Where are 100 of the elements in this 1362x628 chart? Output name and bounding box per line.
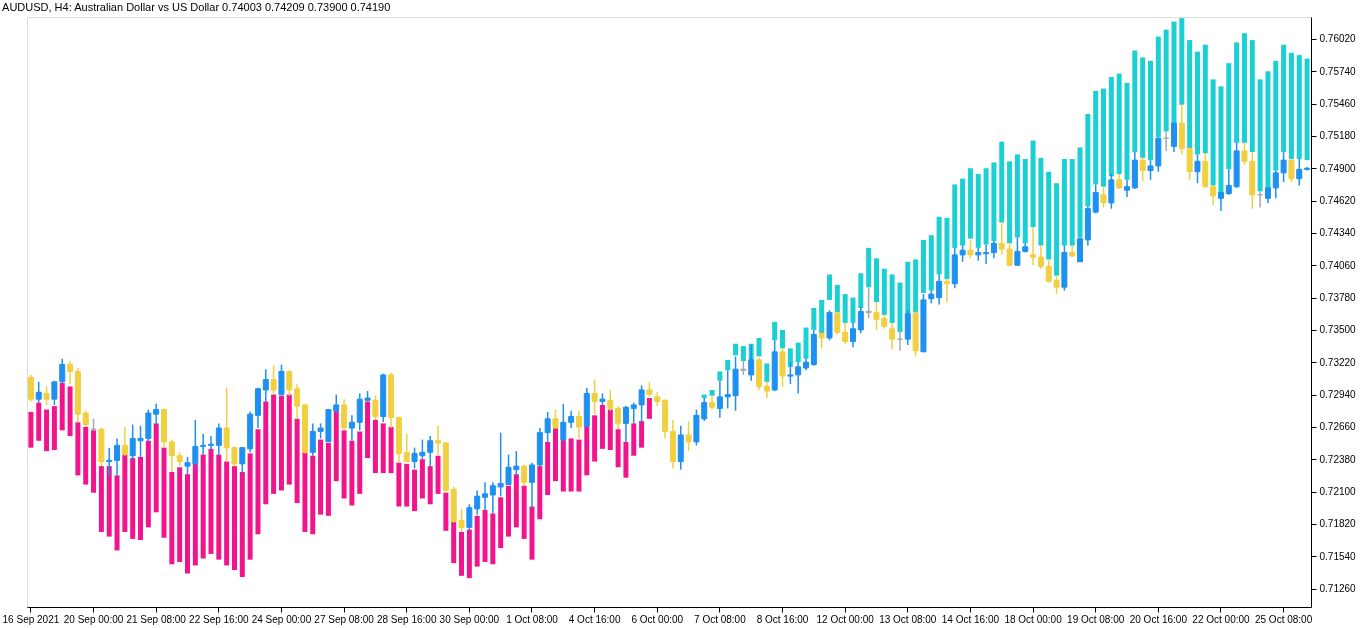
y-tick-label: 0.72940: [1319, 389, 1357, 401]
bar: [153, 423, 159, 513]
bar: [545, 441, 551, 495]
bar: [1132, 50, 1138, 153]
y-tick-label: 0.74900: [1319, 162, 1357, 174]
bar: [44, 409, 50, 452]
candlestick: [43, 385, 50, 406]
bar: [482, 510, 488, 562]
bar: [318, 439, 324, 515]
bar: [114, 475, 120, 551]
bar: [380, 423, 386, 474]
bar: [1116, 73, 1122, 175]
bar: [325, 443, 331, 516]
candlestick: [1194, 153, 1201, 185]
bar: [983, 168, 989, 245]
bar: [1007, 161, 1013, 244]
y-tick-label: 0.71540: [1319, 550, 1357, 562]
bar: [1226, 63, 1232, 170]
x-tick-label: 18 Oct 00:00: [1004, 613, 1063, 625]
bar: [592, 415, 598, 462]
bar: [396, 462, 402, 507]
bar: [231, 466, 237, 571]
y-tick-label: 0.72660: [1319, 421, 1357, 433]
bar: [349, 440, 355, 506]
bar: [881, 268, 887, 315]
bar: [529, 506, 535, 560]
y-tick-label: 0.74620: [1319, 195, 1357, 207]
candlestick: [27, 374, 34, 403]
x-tick-label: 22 Sep 16:00: [189, 613, 249, 625]
x-tick-label: 16 Sep 2021: [2, 613, 60, 625]
bar: [474, 515, 480, 567]
candlestick: [1170, 122, 1177, 153]
bar: [920, 239, 926, 293]
bar: [490, 513, 496, 565]
bar: [427, 466, 433, 505]
y-tick-label: 0.74060: [1319, 259, 1357, 271]
bar: [224, 461, 230, 566]
bar: [28, 411, 34, 448]
x-tick-label: 8 Oct 16:00: [756, 613, 809, 625]
bar: [83, 426, 89, 485]
bar: [98, 466, 104, 532]
bar: [459, 531, 465, 576]
y-tick-label: 0.71260: [1319, 583, 1357, 595]
y-tick-label: 0.73500: [1319, 324, 1357, 336]
candlestick: [207, 435, 214, 451]
x-tick-label: 24 Sep 00:00: [251, 613, 312, 625]
bar: [412, 469, 418, 512]
bar: [435, 455, 441, 494]
x-tick-label: 12 Oct 00:00: [816, 613, 875, 625]
bar: [1061, 159, 1067, 246]
candlestick: [1288, 158, 1295, 183]
y-tick-label: 0.75740: [1319, 65, 1357, 77]
bar: [443, 492, 449, 531]
y-tick-label: 0.74340: [1319, 227, 1357, 239]
bar: [185, 474, 190, 574]
x-tick-label: 7 Oct 08:00: [694, 613, 747, 625]
x-tick-label: 28 Sep 16:00: [376, 613, 437, 625]
bar: [897, 282, 903, 333]
bar: [138, 456, 144, 541]
candlestick: [591, 378, 598, 415]
bar: [834, 284, 840, 313]
bar: [975, 174, 981, 248]
bar: [733, 343, 739, 356]
bar: [866, 247, 872, 288]
bar: [960, 178, 966, 246]
bar: [1054, 183, 1060, 276]
candlestick: [575, 409, 582, 440]
candlestick: [1037, 244, 1044, 270]
bar: [1030, 140, 1036, 228]
candlestick: [482, 481, 489, 511]
candlestick: [286, 369, 293, 397]
x-tick-label: 1 Oct 08:00: [506, 613, 559, 625]
bar: [725, 359, 731, 371]
y-tick-label: 0.75460: [1319, 98, 1357, 110]
y-tick-label: 0.76020: [1319, 33, 1357, 45]
candlestick: [1077, 236, 1084, 263]
x-tick-label: 19 Oct 08:00: [1067, 613, 1125, 625]
bar: [1241, 33, 1247, 143]
bar: [161, 447, 167, 538]
bar: [639, 421, 645, 448]
bar: [271, 394, 277, 494]
candlestick: [239, 446, 246, 474]
bar: [1257, 79, 1263, 192]
bar: [247, 453, 253, 560]
candlestick: [1100, 185, 1107, 209]
y-tick-label: 0.72380: [1319, 453, 1357, 465]
candlestick: [967, 239, 974, 260]
candlestick: [983, 243, 990, 265]
bar: [513, 474, 519, 528]
bar: [811, 307, 817, 330]
bar: [302, 452, 308, 532]
bar: [1296, 55, 1302, 160]
bar: [1148, 60, 1153, 161]
bar: [889, 274, 895, 323]
bar: [576, 439, 582, 492]
bar: [255, 429, 261, 535]
bar: [498, 497, 504, 549]
x-tick-label: 30 Sep 00:00: [439, 613, 500, 625]
bar: [967, 168, 973, 239]
bar: [1093, 90, 1099, 185]
